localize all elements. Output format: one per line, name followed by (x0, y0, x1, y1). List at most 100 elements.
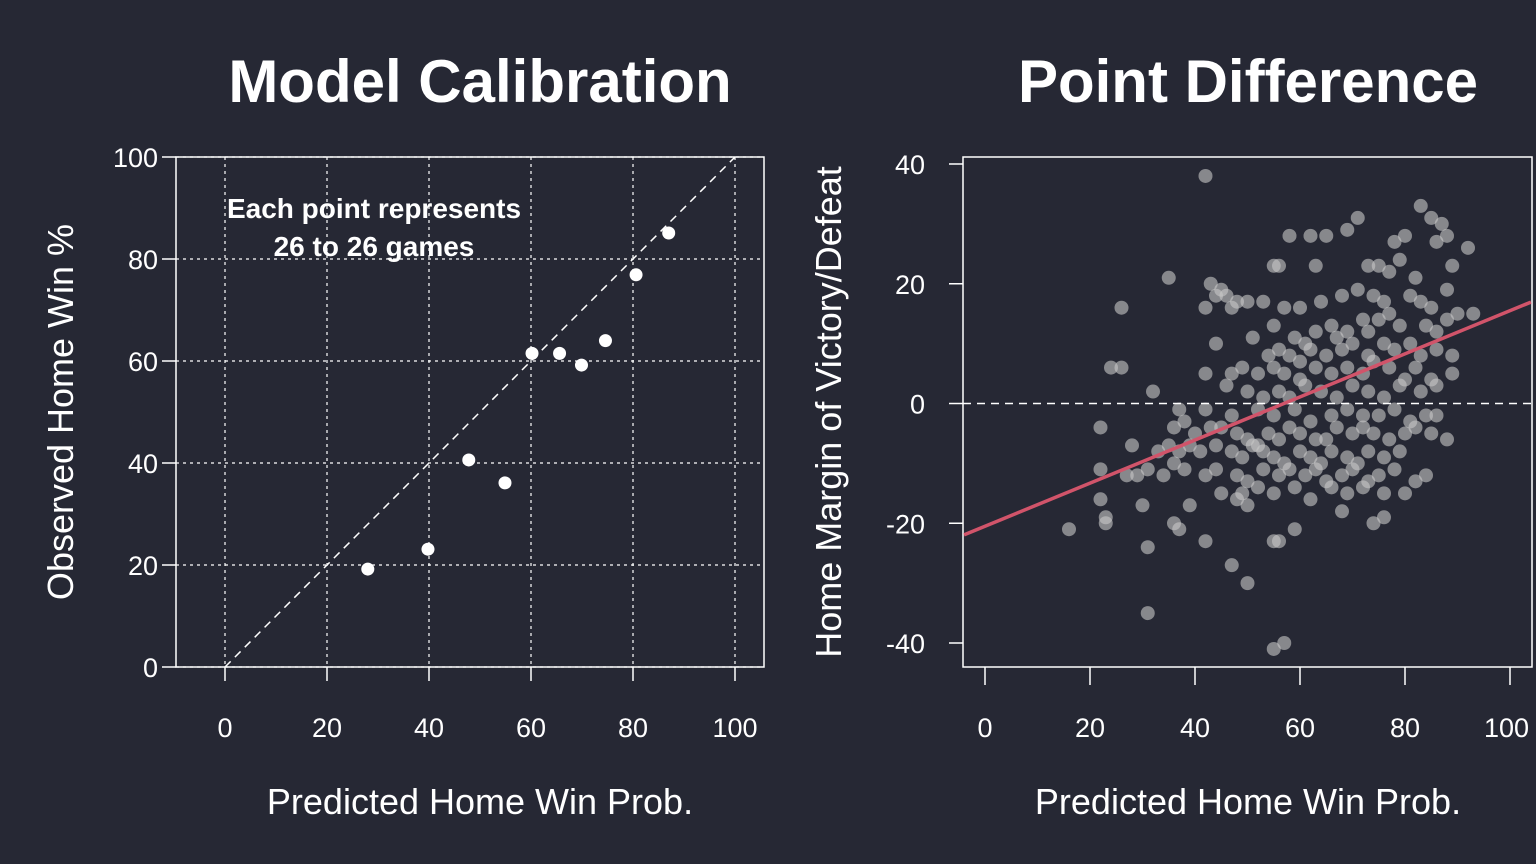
point-difference-point (1329, 330, 1344, 345)
point-difference-x-tick-label: 20 (1075, 713, 1105, 743)
point-difference-point (1182, 498, 1197, 513)
point-difference-point (1308, 432, 1323, 447)
point-difference-point (1198, 168, 1213, 183)
point-difference-point (1319, 432, 1334, 447)
point-difference-point (1408, 474, 1423, 489)
calibration-y-tick-label: 80 (128, 245, 158, 275)
point-difference-point (1230, 468, 1244, 483)
point-difference-point (1266, 641, 1281, 656)
point-difference-point (1303, 228, 1318, 243)
point-difference-point (1361, 324, 1376, 339)
point-difference-point (1308, 324, 1323, 339)
point-difference-point (1093, 420, 1108, 435)
point-difference-point (1224, 444, 1239, 459)
point-difference-y-tick-label: 20 (895, 270, 925, 300)
point-difference-point (1287, 522, 1302, 537)
point-difference-point (1140, 462, 1155, 477)
point-difference-point (1371, 258, 1386, 273)
point-difference-point (1224, 366, 1239, 381)
point-difference-x-tick-label: 80 (1390, 713, 1420, 743)
point-difference-point (1413, 294, 1428, 309)
point-difference-point (1135, 498, 1150, 513)
point-difference-point (1235, 450, 1250, 465)
point-difference-point (1282, 420, 1297, 435)
point-difference-point (1245, 330, 1260, 345)
point-difference-point (1119, 468, 1134, 483)
point-difference-point (1293, 300, 1307, 315)
point-difference-point (1398, 426, 1412, 441)
calibration-y-tick-label: 100 (113, 143, 158, 173)
point-difference-point (1324, 444, 1339, 459)
point-difference-point (1156, 468, 1171, 483)
point-difference-point (1240, 294, 1255, 309)
point-difference-point (1287, 330, 1302, 345)
point-difference-point (1377, 510, 1391, 525)
point-difference-point (1356, 480, 1370, 495)
point-difference-point (1303, 342, 1318, 357)
point-difference-y-tick-label: 0 (910, 390, 925, 420)
point-difference-point (1125, 438, 1139, 453)
calibration-annotation-line-2: 26 to 26 games (274, 231, 475, 262)
point-difference-point (1413, 198, 1428, 213)
point-difference-point (1277, 636, 1292, 650)
point-difference-point (1093, 462, 1108, 477)
calibration-y-tick-label: 40 (128, 449, 158, 479)
calibration-point (553, 346, 567, 360)
point-difference-point (1266, 360, 1281, 375)
point-difference-point (1440, 282, 1454, 297)
point-difference-point (1371, 408, 1386, 423)
point-difference-point (1266, 258, 1281, 273)
point-difference-point (1350, 210, 1365, 225)
point-difference-point (1256, 444, 1271, 459)
point-difference-point (1361, 384, 1376, 399)
point-difference-point (1114, 360, 1129, 375)
point-difference-point (1193, 444, 1208, 459)
point-difference-point (1277, 300, 1292, 315)
point-difference-plot-frame (962, 156, 1533, 668)
point-difference-point (1240, 384, 1255, 399)
point-difference-point (1230, 426, 1244, 441)
point-difference-point (1266, 450, 1281, 465)
point-difference-point (1398, 486, 1412, 501)
point-difference-point (1240, 474, 1255, 489)
point-difference-point (1303, 450, 1318, 465)
calibration-x-tick-label: 60 (516, 713, 546, 743)
point-difference-point (1371, 312, 1386, 327)
point-difference-point (1251, 366, 1265, 381)
point-difference-point (1282, 462, 1297, 477)
point-difference-point (1340, 222, 1355, 237)
point-difference-point (1324, 318, 1339, 333)
calibration-y-tick-label: 60 (128, 347, 158, 377)
point-difference-point (1335, 342, 1349, 357)
point-difference-point (1340, 402, 1355, 417)
point-difference-point (1345, 336, 1360, 351)
point-difference-point (1140, 540, 1155, 555)
point-difference-point (1345, 426, 1360, 441)
point-difference-point (1277, 366, 1292, 381)
point-difference-point (1235, 360, 1250, 375)
point-difference-point (1256, 294, 1271, 309)
point-difference-point (1424, 300, 1439, 315)
point-difference-point (1335, 288, 1349, 303)
point-difference-point (1408, 270, 1423, 285)
point-difference-y-tick-label: -20 (886, 509, 925, 539)
point-difference-point (1272, 342, 1286, 357)
point-difference-point (1282, 228, 1297, 243)
point-difference-point (1387, 234, 1402, 249)
point-difference-point (1350, 282, 1365, 297)
point-difference-point (1298, 468, 1313, 483)
point-difference-point (1392, 318, 1407, 333)
point-difference-point (1371, 468, 1386, 483)
calibration-y-tick-label: 20 (128, 551, 158, 581)
calibration-point (498, 476, 512, 490)
point-difference-point (1224, 558, 1239, 573)
point-difference-point (1356, 408, 1370, 423)
point-difference-point (1329, 390, 1344, 405)
point-difference-point (1287, 402, 1302, 417)
point-difference-y-tick-label: -40 (886, 629, 925, 659)
point-difference-point (1445, 348, 1460, 363)
point-difference-point (1308, 462, 1323, 477)
point-difference-point (1403, 288, 1418, 303)
calibration-point (598, 334, 612, 348)
point-difference-x-axis-label: Predicted Home Win Prob. (1035, 781, 1461, 822)
